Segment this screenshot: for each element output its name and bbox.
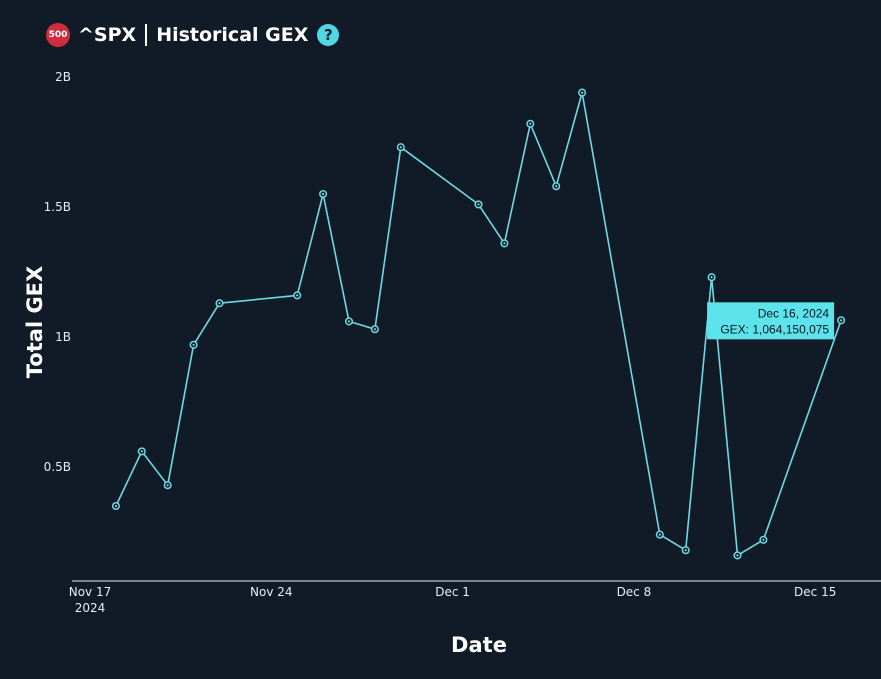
y-axis-ticks: 0.5B 1B 1.5B 2B xyxy=(44,70,71,474)
y-tick-label: 2B xyxy=(55,70,71,84)
tooltip-date: Dec 16, 2024 xyxy=(758,306,830,320)
data-point-center xyxy=(684,549,687,552)
x-axis-ticks: Nov 17 2024 Nov 24 Dec 1 Dec 8 Dec 15 xyxy=(69,585,837,615)
data-point-center xyxy=(296,294,299,297)
data-points xyxy=(111,88,846,560)
data-point-center xyxy=(555,185,558,188)
tooltip-value: GEX: 1,064,150,075 xyxy=(720,322,829,336)
data-point-center xyxy=(581,91,584,94)
data-point-center xyxy=(373,328,376,331)
data-point-center xyxy=(529,122,532,125)
data-point-center xyxy=(840,319,843,322)
data-point-center xyxy=(114,504,117,508)
x-tick-label: Dec 15 xyxy=(794,585,836,599)
data-point-center xyxy=(140,450,143,453)
data-point-center xyxy=(218,302,221,305)
data-point-center xyxy=(192,343,195,346)
x-tick-label: Nov 17 xyxy=(69,585,112,599)
x-tick-sublabel: 2024 xyxy=(75,601,106,615)
chart-header: 500 ^SPX Historical GEX ? xyxy=(46,20,340,50)
data-point-center xyxy=(736,554,739,557)
data-point-center xyxy=(762,538,765,541)
data-point-center xyxy=(503,242,506,245)
data-point-center xyxy=(166,484,169,487)
y-tick-label: 1B xyxy=(55,330,71,344)
x-tick-label: Dec 1 xyxy=(435,585,470,599)
data-point-center xyxy=(322,192,325,196)
hover-tooltip: Dec 16, 2024 GEX: 1,064,150,075 xyxy=(707,302,835,340)
x-tick-label: Dec 8 xyxy=(617,585,652,599)
y-axis-label: Total GEX xyxy=(23,266,47,378)
ticker-symbol: ^SPX xyxy=(78,24,137,46)
question-circle-icon[interactable]: ? xyxy=(317,24,340,46)
data-point-center xyxy=(477,203,480,206)
data-point-center xyxy=(399,146,402,149)
x-axis-label: Date xyxy=(451,633,507,657)
spx-500-badge-icon: 500 xyxy=(46,23,70,47)
data-point-center xyxy=(347,320,351,323)
chart-title: Historical GEX xyxy=(156,24,309,46)
data-point-center xyxy=(710,276,713,279)
title-separator xyxy=(145,24,148,46)
y-tick-label: 0.5B xyxy=(44,460,71,474)
tooltip-box xyxy=(707,302,835,340)
data-point-center xyxy=(658,533,661,536)
y-tick-label: 1.5B xyxy=(44,200,71,214)
x-tick-label: Nov 24 xyxy=(250,585,293,599)
